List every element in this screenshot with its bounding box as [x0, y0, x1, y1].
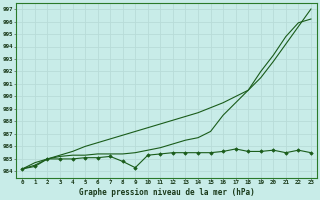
X-axis label: Graphe pression niveau de la mer (hPa): Graphe pression niveau de la mer (hPa) [79, 188, 254, 197]
